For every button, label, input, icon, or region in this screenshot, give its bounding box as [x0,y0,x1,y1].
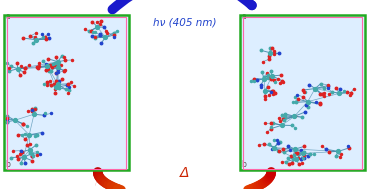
FancyArrowPatch shape [113,0,252,9]
Bar [4,15,129,170]
Text: hν (405 nm): hν (405 nm) [153,18,216,28]
Bar [4,15,129,170]
Bar [240,15,365,170]
Text: a: a [6,12,10,21]
Bar [243,17,362,169]
Bar [7,17,126,169]
Bar [240,15,365,170]
Text: Δ: Δ [180,166,189,180]
Text: a: a [242,12,246,21]
Text: b: b [242,160,246,169]
Text: b: b [6,160,10,169]
